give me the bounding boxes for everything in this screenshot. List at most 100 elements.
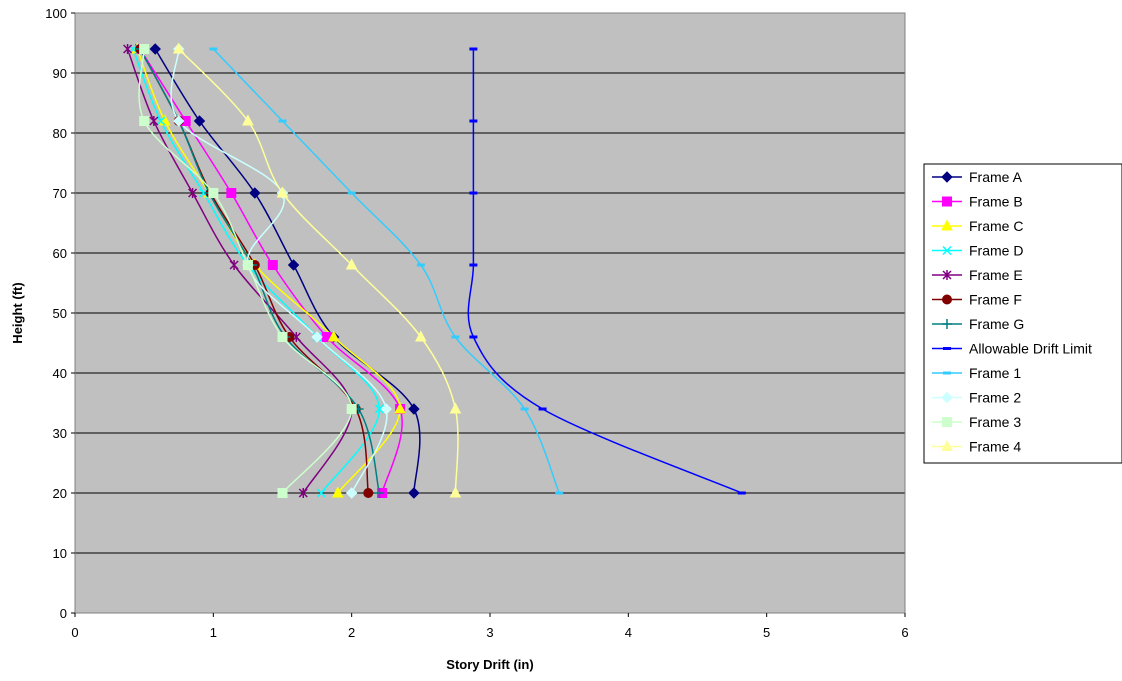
x-tick-label: 2: [348, 625, 355, 640]
legend-label: Frame 1: [969, 365, 1021, 381]
legend-swatch-marker: [942, 417, 952, 427]
y-tick-label: 100: [45, 6, 67, 21]
legend-label: Allowable Drift Limit: [969, 341, 1092, 357]
data-point-frame-e: [188, 188, 198, 198]
legend-item-frame-e: Frame E: [932, 267, 1023, 283]
legend-label: Frame F: [969, 292, 1022, 308]
data-point-frame-4: [276, 186, 289, 198]
y-tick-label: 70: [53, 186, 67, 201]
data-point-frame-a: [408, 487, 420, 499]
y-axis-title: Height (ft): [10, 282, 25, 343]
legend-swatch-marker: [941, 219, 953, 231]
legend-item-frame-f: Frame F: [932, 292, 1022, 308]
y-tick-label: 80: [53, 126, 67, 141]
tick-labels: 0 10 20 30 40 50 60 70 80 90 100 0 1 2 3 4 5 6: [45, 6, 908, 640]
data-point-frame-4: [449, 402, 462, 414]
y-tick-label: 90: [53, 66, 67, 81]
data-point-frame-d: [156, 116, 166, 126]
data-point-frame-a: [287, 259, 300, 271]
legend-swatch-marker: [942, 270, 952, 280]
data-point-frame-3: [208, 188, 219, 198]
axes: [71, 12, 906, 617]
x-tick-label: 3: [486, 625, 493, 640]
data-point-frame-e: [149, 116, 159, 126]
legend-label: Frame 4: [969, 439, 1021, 455]
legend-item-frame-c: Frame C: [932, 218, 1023, 234]
legend-label: Frame G: [969, 316, 1024, 332]
legend-label: Frame D: [969, 243, 1023, 259]
data-point-frame-4: [345, 258, 358, 270]
series-line-allowable-drift-limit: [467, 49, 743, 494]
legend-swatch-marker: [942, 294, 952, 305]
data-point-frame-d: [199, 188, 209, 198]
data-point-frame-e: [298, 488, 308, 498]
data-point-frame-4: [172, 42, 185, 54]
x-tick-label: 4: [625, 625, 632, 640]
data-point-frame-g: [374, 488, 385, 498]
x-tick-label: 1: [210, 625, 217, 640]
data-point-frame-3: [139, 116, 150, 126]
series-markers: [123, 42, 746, 499]
data-point-frame-4: [449, 486, 462, 498]
x-tick-label: 0: [71, 625, 78, 640]
data-point-frame-3: [277, 332, 288, 342]
data-point-frame-c: [327, 330, 340, 342]
legend-item-frame-a: Frame A: [932, 169, 1023, 185]
data-point-frame-e: [123, 44, 133, 54]
legend-item-frame-3: Frame 3: [932, 414, 1021, 430]
data-point-frame-3: [139, 44, 150, 54]
y-tick-label: 20: [53, 486, 67, 501]
legend-item-frame-d: Frame D: [932, 243, 1023, 259]
legend-label: Frame 2: [969, 390, 1021, 406]
data-point-frame-3: [242, 260, 253, 270]
legend-label: Frame 3: [969, 414, 1021, 430]
data-point-frame-e: [291, 332, 301, 342]
data-point-frame-b: [226, 188, 237, 198]
data-point-frame-2: [380, 403, 392, 415]
legend-swatch-marker: [941, 391, 953, 404]
data-point-frame-2: [173, 115, 185, 127]
y-tick-label: 40: [53, 366, 67, 381]
grid-lines: [75, 72, 905, 554]
x-tick-label: 6: [901, 625, 908, 640]
data-point-frame-2: [345, 487, 358, 499]
data-point-frame-2: [311, 331, 323, 343]
y-tick-label: 60: [53, 246, 67, 261]
data-point-frame-a: [249, 187, 261, 199]
data-point-frame-3: [346, 404, 357, 414]
data-point-frame-d: [316, 488, 326, 498]
data-point-frame-4: [415, 330, 427, 342]
legend-swatch-marker: [942, 245, 952, 256]
y-tick-label: 0: [60, 606, 67, 621]
x-axis-title: Story Drift (in): [446, 657, 533, 672]
legend-label: Frame E: [969, 267, 1023, 283]
legend-item-frame-b: Frame B: [932, 194, 1023, 210]
data-point-frame-b: [267, 260, 278, 270]
data-point-frame-f: [363, 488, 374, 498]
data-point-frame-d: [374, 404, 384, 414]
y-tick-label: 30: [53, 426, 67, 441]
data-point-frame-c: [332, 486, 344, 498]
x-tick-label: 5: [763, 625, 770, 640]
legend-item-allowable-drift-limit: Allowable Drift Limit: [932, 341, 1092, 357]
data-point-frame-3: [277, 488, 288, 498]
data-point-frame-a: [408, 403, 420, 415]
legend-box: [923, 163, 1122, 464]
legend-swatch-marker: [941, 439, 953, 451]
legend-item-frame-4: Frame 4: [932, 439, 1021, 455]
data-point-frame-a: [149, 43, 161, 55]
data-point-frame-e: [229, 260, 239, 270]
legend-item-frame-1: Frame 1: [932, 365, 1021, 381]
legend-label: Frame B: [969, 194, 1023, 210]
legend-label: Frame C: [969, 218, 1023, 234]
data-point-frame-a: [193, 115, 206, 127]
legend-swatch-marker: [942, 196, 952, 207]
legend-label: Frame A: [969, 169, 1023, 185]
legend-swatch-marker: [942, 319, 952, 329]
data-point-frame-c: [394, 402, 406, 414]
data-point-frame-4: [242, 114, 254, 126]
legend-swatch-marker: [941, 171, 953, 183]
legend-item-frame-2: Frame 2: [932, 390, 1021, 406]
legend-item-frame-g: Frame G: [932, 316, 1024, 332]
